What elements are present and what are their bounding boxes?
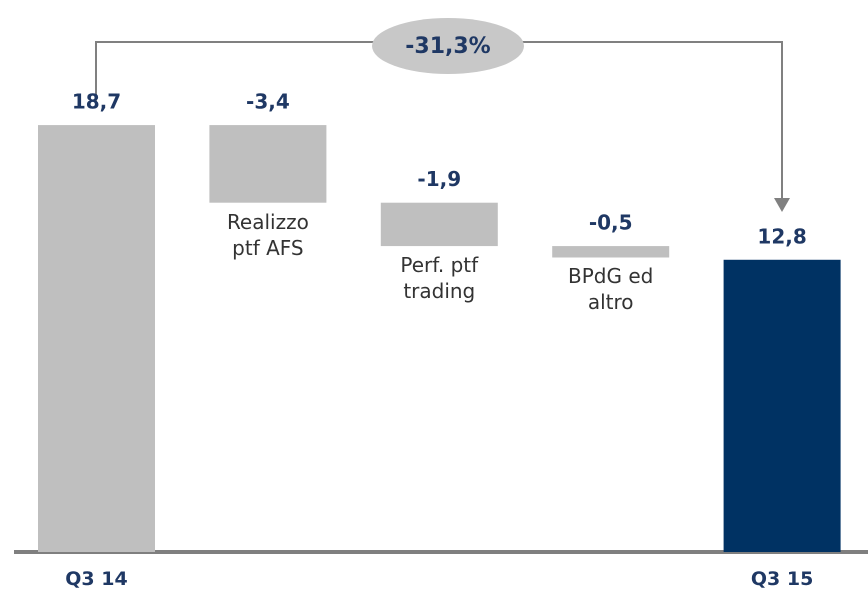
category-label: BPdG ed altro: [568, 264, 654, 315]
annotation: -31,3%: [405, 34, 490, 59]
change-bar: [209, 125, 327, 203]
value-label: -3,4: [246, 90, 290, 114]
arrow-head: [774, 198, 790, 212]
total-bar: [38, 125, 155, 552]
value-label: 12,8: [757, 224, 806, 248]
category-label: Q3 15: [750, 568, 814, 590]
category-label: Perf. ptf trading: [400, 253, 479, 304]
change-bar: [552, 246, 670, 258]
category-label: Q3 14: [65, 568, 128, 590]
value-label: 18,7: [72, 90, 121, 114]
total-bar: [723, 259, 841, 552]
value-label: -1,9: [417, 167, 461, 191]
value-label: -0,5: [589, 211, 633, 235]
change-bar: [380, 202, 498, 247]
category-label: Realizzo ptf AFS: [226, 209, 309, 260]
annotation-bubble: [372, 18, 524, 74]
